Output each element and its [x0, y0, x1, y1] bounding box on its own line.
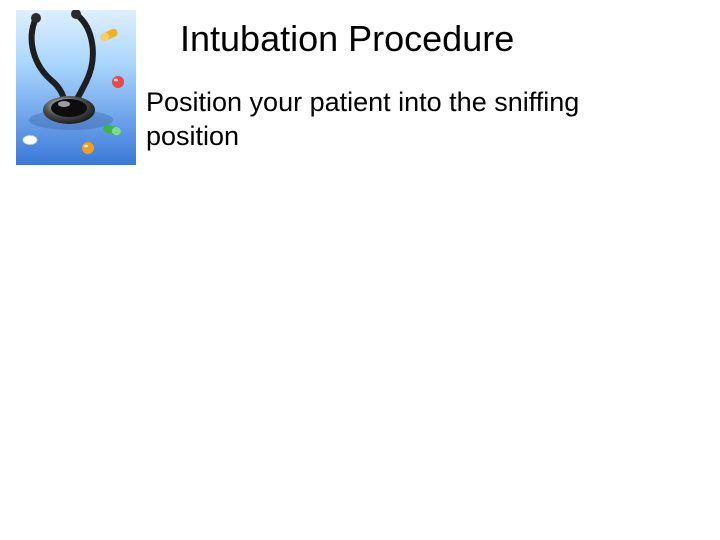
slide-decorative-image — [16, 10, 136, 165]
slide-body-text: Position your patient into the sniffing … — [146, 86, 666, 154]
slide-title: Intubation Procedure — [180, 18, 680, 60]
